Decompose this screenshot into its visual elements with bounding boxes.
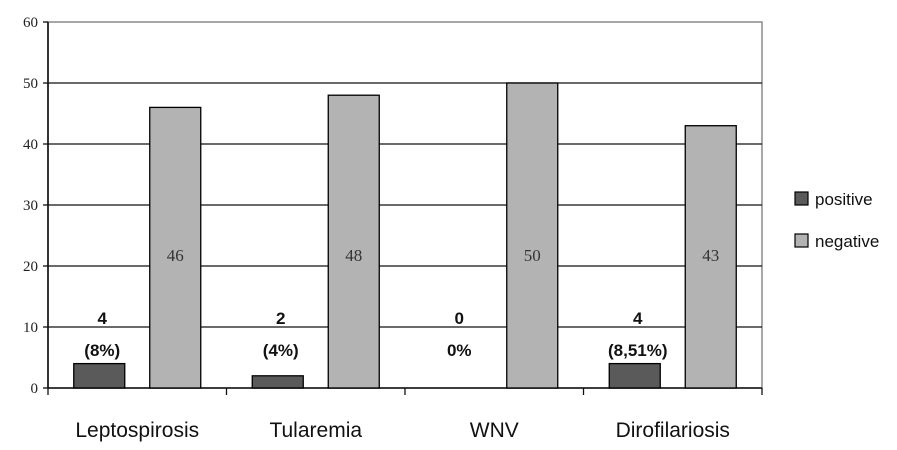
negative-value-label: 50 xyxy=(524,246,541,265)
category-label: Tularemia xyxy=(269,419,362,442)
positive-percent-label: (8,51%) xyxy=(608,341,668,360)
category-label: WNV xyxy=(470,419,519,442)
negative-value-label: 43 xyxy=(702,246,719,265)
legend-label-negative: negative xyxy=(815,232,879,251)
negative-bar xyxy=(327,94,380,389)
positive-bar xyxy=(251,375,304,389)
y-tick-label: 10 xyxy=(23,320,38,336)
y-tick-label: 30 xyxy=(23,198,38,214)
y-tick-label: 20 xyxy=(23,259,38,275)
category-label: Leptospirosis xyxy=(75,419,199,442)
negative-value-label: 46 xyxy=(167,246,184,265)
legend-swatch-negative xyxy=(794,233,809,248)
negative-value-label: 48 xyxy=(345,246,362,265)
negative-bar xyxy=(684,125,737,389)
positive-bar xyxy=(608,362,661,389)
negative-bar xyxy=(506,82,559,389)
positive-value-label: 4 xyxy=(98,309,108,328)
positive-percent-label: (4%) xyxy=(263,341,299,360)
y-tick-label: 0 xyxy=(31,381,39,397)
positive-percent-label: (8%) xyxy=(84,341,120,360)
legend-swatch-positive xyxy=(794,191,809,206)
negative-bar xyxy=(149,106,202,389)
y-tick-label: 50 xyxy=(23,76,38,92)
positive-percent-label: 0% xyxy=(447,341,472,360)
positive-value-label: 4 xyxy=(633,309,643,328)
y-tick-label: 40 xyxy=(23,137,38,153)
positive-value-label: 2 xyxy=(276,309,285,328)
positive-bar xyxy=(73,362,126,389)
positive-value-label: 0 xyxy=(455,309,464,328)
y-tick-label: 60 xyxy=(23,15,38,31)
legend-label-positive: positive xyxy=(815,190,873,209)
category-label: Dirofilariosis xyxy=(616,419,730,442)
